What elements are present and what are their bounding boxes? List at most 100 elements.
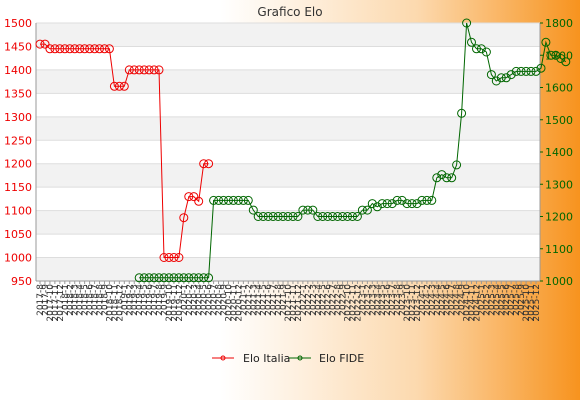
data-point-elo-fide[interactable]	[457, 108, 467, 118]
data-point-elo-fide[interactable]	[432, 173, 442, 183]
data-point-elo-fide[interactable]	[348, 212, 357, 221]
data-point-elo-fide[interactable]	[149, 273, 159, 283]
data-point-elo-fide[interactable]	[233, 195, 243, 205]
data-point-elo-fide[interactable]	[228, 195, 238, 205]
data-point-elo-italia[interactable]	[169, 253, 179, 262]
data-point-elo-fide[interactable]	[412, 199, 422, 209]
data-point-elo-italia[interactable]	[45, 44, 55, 54]
data-point-elo-italia[interactable]	[204, 159, 214, 169]
data-point-elo-fide[interactable]	[278, 212, 288, 221]
data-point-elo-fide[interactable]	[367, 199, 377, 209]
data-point-elo-fide[interactable]	[511, 66, 521, 76]
data-point-elo-fide[interactable]	[372, 202, 382, 212]
data-point-elo-fide[interactable]	[238, 195, 248, 205]
data-point-elo-fide[interactable]	[204, 273, 214, 283]
data-point-elo-fide[interactable]	[561, 57, 571, 67]
data-point-elo-fide[interactable]	[447, 173, 457, 183]
data-point-elo-fide[interactable]	[184, 273, 194, 283]
data-point-elo-fide[interactable]	[472, 44, 481, 54]
data-point-elo-fide[interactable]	[397, 195, 407, 205]
data-point-elo-fide[interactable]	[417, 195, 427, 205]
data-point-elo-fide[interactable]	[481, 47, 491, 57]
data-point-elo-italia[interactable]	[35, 39, 45, 49]
data-point-elo-fide[interactable]	[243, 195, 253, 205]
data-point-elo-fide[interactable]	[486, 70, 496, 80]
data-point-elo-fide[interactable]	[283, 212, 293, 221]
data-point-elo-italia[interactable]	[134, 65, 144, 75]
data-point-elo-italia[interactable]	[104, 44, 114, 54]
data-point-elo-fide[interactable]	[531, 66, 541, 76]
data-point-elo-fide[interactable]	[556, 54, 566, 63]
data-point-elo-italia[interactable]	[119, 81, 129, 91]
data-point-elo-italia[interactable]	[114, 81, 124, 91]
data-point-elo-fide[interactable]	[333, 212, 343, 221]
data-point-elo-italia[interactable]	[179, 213, 189, 223]
data-point-elo-fide[interactable]	[422, 195, 432, 205]
data-point-elo-fide[interactable]	[382, 199, 392, 209]
data-point-elo-fide[interactable]	[437, 170, 447, 180]
data-point-elo-fide[interactable]	[169, 273, 179, 283]
data-point-elo-italia[interactable]	[154, 65, 164, 75]
data-point-elo-italia[interactable]	[189, 192, 199, 202]
data-point-elo-italia[interactable]	[194, 196, 204, 206]
data-point-elo-fide[interactable]	[516, 66, 526, 76]
data-point-elo-fide[interactable]	[318, 212, 328, 221]
data-point-elo-fide[interactable]	[442, 173, 452, 183]
data-point-elo-italia[interactable]	[90, 44, 100, 54]
data-point-elo-italia[interactable]	[139, 65, 149, 75]
data-point-elo-fide[interactable]	[159, 273, 169, 283]
data-point-elo-fide[interactable]	[263, 212, 273, 221]
data-point-elo-fide[interactable]	[253, 212, 263, 221]
data-point-elo-fide[interactable]	[541, 37, 551, 47]
data-point-elo-fide[interactable]	[139, 273, 149, 283]
data-point-elo-fide[interactable]	[273, 212, 283, 221]
data-point-elo-italia[interactable]	[159, 253, 169, 262]
data-point-elo-italia[interactable]	[60, 44, 70, 54]
data-point-elo-fide[interactable]	[427, 195, 437, 205]
data-point-elo-italia[interactable]	[174, 253, 184, 262]
data-point-elo-fide[interactable]	[134, 273, 144, 283]
data-point-elo-fide[interactable]	[343, 212, 352, 221]
data-point-elo-fide[interactable]	[224, 195, 233, 205]
data-point-elo-fide[interactable]	[258, 212, 268, 221]
data-point-elo-fide[interactable]	[452, 160, 462, 170]
data-point-elo-fide[interactable]	[462, 18, 472, 28]
data-point-elo-italia[interactable]	[199, 159, 209, 169]
data-point-elo-fide[interactable]	[323, 212, 333, 221]
data-point-elo-italia[interactable]	[129, 65, 139, 75]
data-point-elo-fide[interactable]	[214, 195, 224, 205]
data-point-elo-italia[interactable]	[50, 44, 60, 54]
data-point-elo-fide[interactable]	[248, 205, 258, 215]
data-point-elo-fide[interactable]	[357, 205, 367, 215]
data-point-elo-fide[interactable]	[551, 50, 561, 60]
data-point-elo-fide[interactable]	[526, 66, 536, 76]
data-point-elo-fide[interactable]	[174, 273, 184, 283]
data-point-elo-fide[interactable]	[352, 212, 362, 221]
data-point-elo-italia[interactable]	[100, 44, 109, 54]
data-point-elo-italia[interactable]	[65, 44, 75, 54]
data-point-elo-fide[interactable]	[536, 63, 546, 73]
data-point-elo-fide[interactable]	[387, 199, 397, 209]
data-point-elo-italia[interactable]	[164, 253, 174, 262]
data-point-elo-fide[interactable]	[476, 44, 486, 54]
data-point-elo-fide[interactable]	[392, 195, 402, 205]
data-point-elo-fide[interactable]	[377, 199, 387, 209]
data-point-elo-fide[interactable]	[501, 73, 511, 83]
data-point-elo-fide[interactable]	[288, 212, 298, 221]
data-point-elo-fide[interactable]	[467, 37, 476, 47]
data-point-elo-italia[interactable]	[109, 81, 119, 91]
data-point-elo-fide[interactable]	[164, 273, 174, 283]
data-point-elo-italia[interactable]	[85, 44, 95, 54]
data-point-elo-fide[interactable]	[546, 50, 556, 60]
data-point-elo-fide[interactable]	[362, 205, 372, 215]
data-point-elo-fide[interactable]	[189, 273, 199, 283]
data-point-elo-fide[interactable]	[179, 273, 189, 283]
data-point-elo-fide[interactable]	[303, 205, 313, 215]
data-point-elo-italia[interactable]	[75, 44, 85, 54]
data-point-elo-italia[interactable]	[144, 65, 154, 75]
data-point-elo-fide[interactable]	[154, 273, 164, 283]
data-point-elo-italia[interactable]	[95, 44, 104, 54]
data-point-elo-italia[interactable]	[149, 65, 159, 75]
legend-item-elo-fide[interactable]: Elo FIDE	[289, 352, 364, 365]
data-point-elo-fide[interactable]	[144, 273, 154, 283]
